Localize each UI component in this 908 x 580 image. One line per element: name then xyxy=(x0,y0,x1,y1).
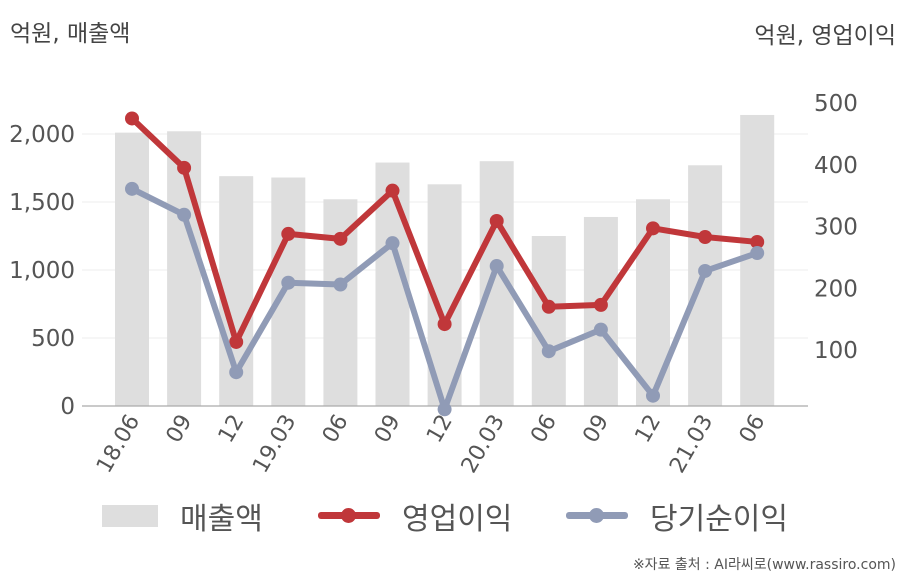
point-net-income-3 xyxy=(281,275,296,290)
point-net-income-10 xyxy=(646,388,660,403)
point-operating-profit-10 xyxy=(646,221,660,236)
legend-item-operating-profit: 영업이익 xyxy=(318,494,512,538)
point-operating-profit-11 xyxy=(698,229,713,244)
point-net-income-5 xyxy=(385,236,400,251)
right-axis-unit-label: 억원, 영업이익 xyxy=(754,23,896,49)
point-operating-profit-0 xyxy=(125,111,139,126)
point-net-income-4 xyxy=(333,277,348,292)
x-axis-tick-label: 20.03 xyxy=(457,411,510,478)
x-axis-tick-label: 12 xyxy=(631,411,667,448)
bar-revenue-11 xyxy=(688,165,723,406)
point-operating-profit-5 xyxy=(385,183,400,198)
x-axis-tick-label: 18.06 xyxy=(92,411,145,478)
right-axis-tick-label: 500 xyxy=(814,91,858,117)
x-axis-tick-label: 09 xyxy=(370,411,406,448)
x-axis-tick-label: 09 xyxy=(162,411,198,448)
legend-label-operating-profit: 영업이익 xyxy=(402,502,513,537)
point-net-income-2 xyxy=(229,365,244,380)
point-net-income-8 xyxy=(541,344,556,359)
x-axis-tick-label: 06 xyxy=(526,411,562,448)
bar-revenue-12 xyxy=(740,114,775,407)
point-operating-profit-3 xyxy=(281,226,296,241)
x-axis-tick-label: 06 xyxy=(735,411,771,448)
x-axis-tick-label: 06 xyxy=(318,411,354,448)
right-axis-tick-label: 400 xyxy=(814,153,858,179)
point-net-income-6 xyxy=(437,402,452,417)
point-operating-profit-9 xyxy=(593,297,608,312)
left-axis-tick-label: 1,500 xyxy=(9,190,75,216)
x-axis-tick-label: 09 xyxy=(578,411,614,448)
legend-swatch-net-income xyxy=(566,505,628,527)
point-net-income-0 xyxy=(125,181,139,196)
bar-revenue-3 xyxy=(271,177,306,406)
x-axis-tick-label: 12 xyxy=(214,411,250,448)
x-axis-tick-label: 21.03 xyxy=(665,411,718,478)
legend-label-net-income: 당기순이익 xyxy=(650,502,788,537)
legend-label-revenue: 매출액 xyxy=(180,502,263,537)
point-operating-profit-7 xyxy=(489,213,504,228)
legend-swatch-revenue xyxy=(102,505,158,527)
point-operating-profit-12 xyxy=(750,234,765,249)
point-operating-profit-1 xyxy=(177,160,192,175)
point-net-income-9 xyxy=(593,322,608,337)
right-axis-tick-label: 100 xyxy=(814,338,858,364)
point-operating-profit-2 xyxy=(229,334,244,349)
legend-item-revenue: 매출액 xyxy=(102,494,263,538)
point-net-income-1 xyxy=(177,207,192,222)
bar-revenue-0 xyxy=(115,132,149,406)
left-axis-unit-label: 억원, 매출액 xyxy=(10,21,131,47)
x-axis-tick-label: 19.03 xyxy=(248,411,301,478)
x-axis-tick-label: 12 xyxy=(422,411,458,448)
point-operating-profit-8 xyxy=(541,299,556,314)
source-credit: ※자료 출처 : AI라씨로(www.rassiro.com) xyxy=(632,557,896,573)
left-axis-tick-label: 1,000 xyxy=(9,258,75,284)
left-axis-tick-label: 0 xyxy=(60,394,75,420)
bar-revenue-8 xyxy=(531,236,566,406)
legend-swatch-operating-profit xyxy=(318,505,380,527)
point-net-income-7 xyxy=(489,259,504,274)
left-axis-tick-label: 2,000 xyxy=(9,122,75,148)
point-operating-profit-6 xyxy=(437,317,452,332)
right-axis-tick-label: 200 xyxy=(814,276,858,302)
point-net-income-12 xyxy=(750,246,765,261)
right-axis-tick-label: 300 xyxy=(814,215,858,241)
legend-item-net-income: 당기순이익 xyxy=(566,494,788,538)
left-axis-tick-label: 500 xyxy=(31,326,75,352)
point-net-income-11 xyxy=(698,263,713,278)
point-operating-profit-4 xyxy=(333,231,348,246)
